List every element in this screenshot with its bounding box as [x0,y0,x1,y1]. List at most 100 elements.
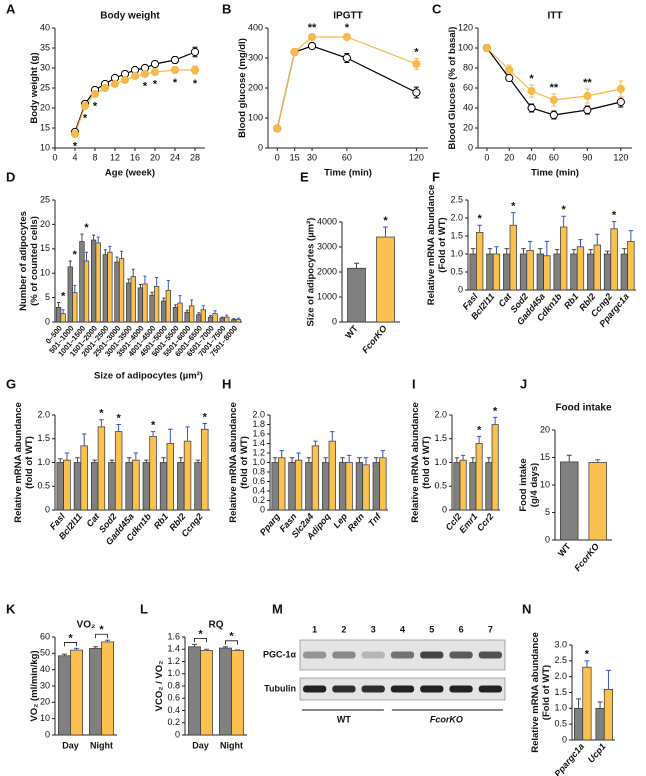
bar [582,666,592,741]
blot-band [390,685,415,693]
y-tick-label: 0.5 [37,481,50,491]
x-tick-label: 0 [275,152,280,162]
y-tick-label: 1.0 [167,668,180,678]
error-bar [454,457,459,463]
error-bar [313,440,318,446]
error-bar [597,701,603,709]
error-bar [197,312,201,315]
error-bar [486,457,491,463]
significance-star: * [478,213,483,225]
y-tick-label: 2.5 [554,655,567,665]
chart-title: Food intake [555,403,612,414]
data-point [412,59,421,69]
error-bar [81,433,87,446]
data-point [80,101,90,111]
significance-star: * [477,424,482,436]
data-point [130,71,140,81]
y-tick-label: 0.6 [252,476,265,486]
bar [379,457,387,511]
error-bar [162,297,166,302]
x-tick-label: Day [192,740,209,750]
x-tick-label: Night [220,740,243,750]
bar [347,267,366,323]
y-axis-label: Relative mRNA abundance [426,185,437,306]
error-bar [126,457,132,463]
error-bar [380,450,386,458]
significance-star: * [93,100,98,112]
bar [101,641,114,736]
error-bar [138,283,142,288]
data-point [583,105,592,115]
y-tick-label: 2.0 [37,409,50,419]
x-tick-label: WT [556,541,573,559]
error-bar [494,246,499,254]
bar [125,462,133,511]
bar [177,462,185,511]
blot-band [449,685,473,693]
series-line [486,47,621,116]
error-bar [115,256,119,262]
bar [56,462,64,511]
y-tick-label: 1.4 [167,644,180,654]
y-tick-label: 0.8 [252,466,265,476]
error-bar [296,452,301,461]
x-tick-label: 28 [190,152,200,162]
y-tick-label: 40 [40,22,50,32]
y-tick-label: 1.0 [37,457,50,467]
error-bar [511,212,516,226]
y-tick-label: 10 [40,142,50,152]
panel-label: J [520,376,527,391]
bar [476,232,484,291]
bar [574,707,584,741]
x-tick-label: 40 [527,152,537,162]
error-bar [58,458,63,463]
data-point [527,86,536,96]
y-axis-label: (fold of WT) [24,436,35,489]
bar [469,253,477,291]
y-tick-label: 0 [562,734,567,744]
bar [118,258,125,323]
y-tick-label: 2.0 [554,671,567,681]
y-tick-label: 25 [40,82,50,92]
x-axis-label: Time (min) [531,168,579,179]
bar [159,462,168,511]
bar [184,311,190,323]
y-axis-label: Food intake [518,458,529,511]
bar [553,253,561,291]
error-bar [92,234,96,241]
error-bar [155,277,159,287]
y-tick-label: 0.5 [554,719,567,729]
error-bar [576,698,582,709]
x-tick-label: Emr1 [457,511,479,535]
error-bar [330,431,335,442]
error-bar [185,426,190,442]
error-bar [346,454,352,463]
bar [177,302,183,323]
error-bar [628,230,634,242]
significance-bracket [194,637,207,643]
bar [588,462,607,541]
bar [526,250,534,291]
bar [235,319,242,323]
bar [491,424,499,511]
significance-star: * [345,22,350,34]
y-tick-label: 1.5 [450,230,463,240]
y-tick-label: 100 [458,42,473,52]
significance-star: * [83,112,88,124]
x-tick-label: 4 [72,152,77,162]
significance-star: * [99,408,104,420]
significance-star: * [116,412,121,424]
bar [55,307,62,323]
x-tick-label: Retn [346,511,367,533]
bar [137,287,144,323]
blot-band [390,651,415,659]
y-tick-label: 2.5 [450,194,463,204]
y-tick-label: 1.2 [167,656,180,666]
error-bar [84,251,89,261]
significance-star: * [562,204,567,216]
bar [165,289,171,323]
bar [153,286,160,323]
y-tick-label: 0 [545,534,550,544]
significance-star: * [383,215,388,227]
y-tick-label: 0.6 [167,693,180,703]
